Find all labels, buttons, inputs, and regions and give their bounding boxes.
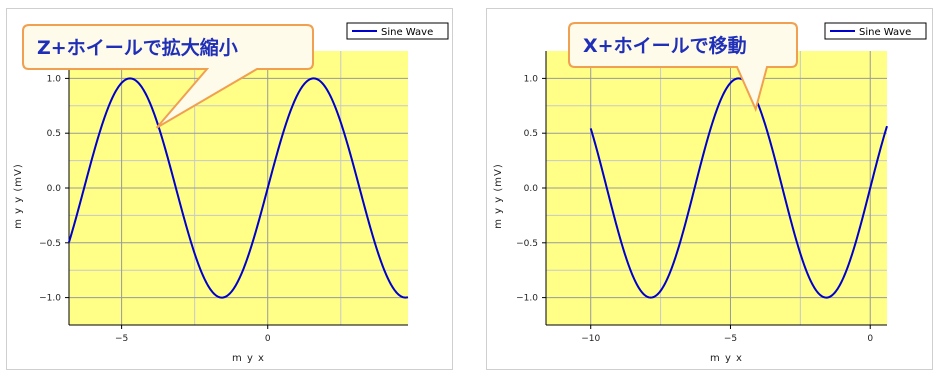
y-tick-label: −0.5 bbox=[516, 239, 538, 249]
chart-panel-zoom: 1.0 0.5 0.0 −0.5 −1.0 −5 0 m y x m y y (mV) Sine … bbox=[6, 8, 453, 370]
chart-zoom[interactable]: 1.0 0.5 0.0 −0.5 −1.0 −5 0m y x m y y (mV) Sine … bbox=[7, 9, 454, 371]
sine-wave-series-line[interactable] bbox=[68, 77, 409, 299]
x-axis-label: m y x bbox=[710, 353, 743, 364]
x-axis-label: m y x bbox=[232, 353, 265, 364]
y-tick-label: 0.5 bbox=[47, 129, 61, 139]
y-axis-label: m y y (mV) bbox=[493, 163, 504, 229]
x-tick-label: −5 bbox=[724, 334, 737, 344]
callout-bubble bbox=[22, 24, 314, 129]
legend-box bbox=[346, 22, 449, 40]
sine-wave-series-line[interactable] bbox=[589, 77, 888, 299]
y-tick-label: 0.0 bbox=[47, 184, 62, 194]
y-axis-label: m y y (mV) bbox=[13, 163, 24, 229]
y-tick-label: 0.5 bbox=[524, 129, 538, 139]
x-tick-label: 0 bbox=[265, 334, 271, 344]
chart-panel-pan: 1.0 0.5 0.0 −0.5 −1.0 −10 −5 0 m y x m y y (mV) Si… bbox=[486, 8, 933, 370]
y-tick-label: −1.0 bbox=[39, 294, 61, 304]
legend-box bbox=[824, 22, 927, 40]
y-tick-label: 1.0 bbox=[524, 74, 539, 84]
y-tick-label: −0.5 bbox=[39, 239, 61, 249]
callout-text: X+ホイールで移動 bbox=[583, 34, 747, 57]
callout-text: Z+ホイールで拡大縮小 bbox=[37, 36, 238, 59]
y-tick-label: 0.0 bbox=[524, 184, 539, 194]
y-tick-label: −1.0 bbox=[516, 294, 538, 304]
x-tick-label: −10 bbox=[581, 334, 600, 344]
legend-label: Sine Wave bbox=[859, 27, 911, 38]
legend-label: Sine Wave bbox=[381, 27, 433, 38]
callout-bubble bbox=[568, 22, 798, 113]
x-tick-label: −5 bbox=[115, 334, 128, 344]
x-tick-label: 0 bbox=[867, 334, 873, 344]
chart-pan[interactable]: 1.0 0.5 0.0 −0.5 −1.0 −10 −5 0 m y x m y y (mV) Si… bbox=[487, 9, 934, 371]
y-tick-label: 1.0 bbox=[47, 74, 62, 84]
